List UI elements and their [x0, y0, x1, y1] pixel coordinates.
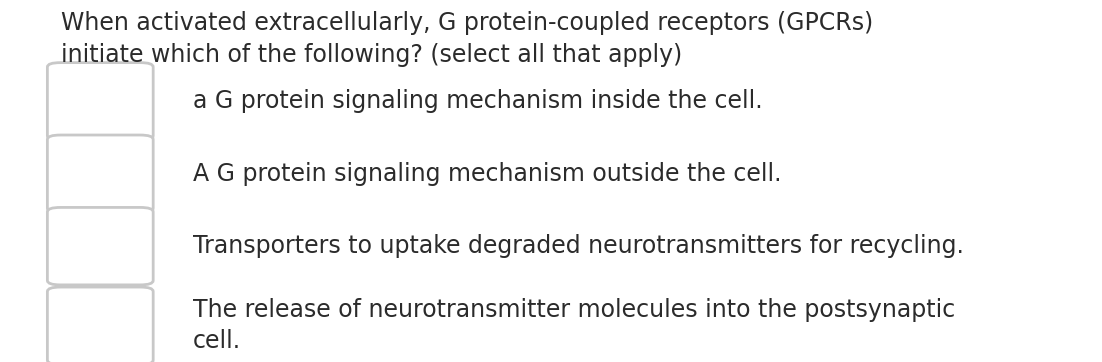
FancyBboxPatch shape — [47, 63, 153, 140]
FancyBboxPatch shape — [47, 135, 153, 212]
Text: a G protein signaling mechanism inside the cell.: a G protein signaling mechanism inside t… — [193, 89, 763, 113]
Text: A G protein signaling mechanism outside the cell.: A G protein signaling mechanism outside … — [193, 162, 781, 186]
Text: When activated extracellularly, G protein-coupled receptors (GPCRs)
initiate whi: When activated extracellularly, G protei… — [61, 11, 873, 67]
FancyBboxPatch shape — [47, 207, 153, 285]
FancyBboxPatch shape — [47, 287, 153, 362]
Text: Transporters to uptake degraded neurotransmitters for recycling.: Transporters to uptake degraded neurotra… — [193, 234, 964, 258]
Text: The release of neurotransmitter molecules into the postsynaptic
cell.: The release of neurotransmitter molecule… — [193, 299, 955, 353]
